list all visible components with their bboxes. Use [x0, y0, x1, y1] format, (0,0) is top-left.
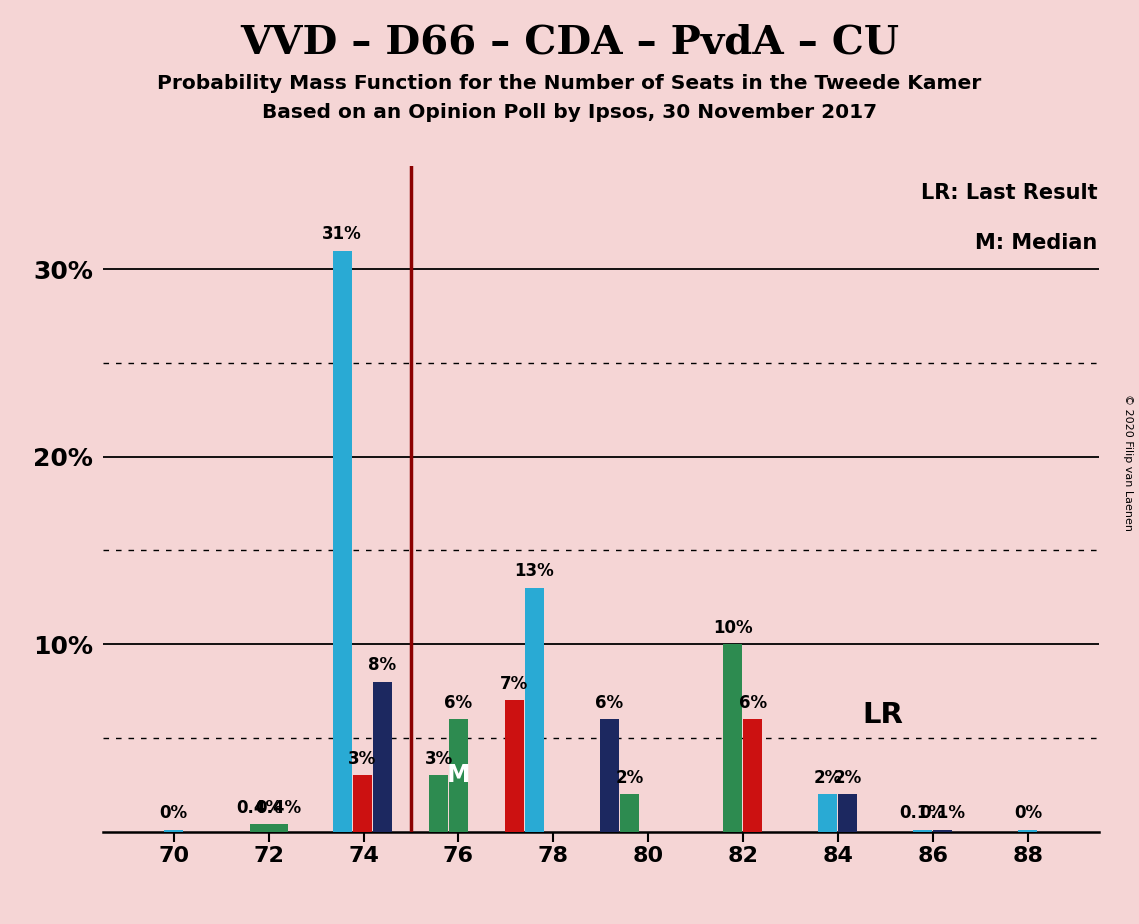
Bar — [269, 824, 287, 832]
Bar — [743, 719, 762, 832]
Text: 3%: 3% — [349, 750, 376, 768]
Text: © 2020 Filip van Laenen: © 2020 Filip van Laenen — [1123, 394, 1132, 530]
Bar — [249, 824, 269, 832]
Text: 7%: 7% — [500, 675, 528, 693]
Bar — [723, 644, 743, 832]
Text: 6%: 6% — [444, 694, 473, 711]
Text: LR: LR — [862, 701, 903, 729]
Text: 8%: 8% — [368, 656, 396, 675]
Text: M: M — [446, 763, 470, 787]
Bar — [164, 830, 183, 832]
Text: 6%: 6% — [738, 694, 767, 711]
Bar — [449, 719, 468, 832]
Text: Based on an Opinion Poll by Ipsos, 30 November 2017: Based on an Opinion Poll by Ipsos, 30 No… — [262, 103, 877, 123]
Bar — [1018, 830, 1038, 832]
Bar — [505, 700, 524, 832]
Text: 0.1%: 0.1% — [900, 804, 945, 822]
Text: 31%: 31% — [322, 225, 362, 243]
Bar — [620, 794, 639, 832]
Text: 2%: 2% — [813, 769, 842, 786]
Text: 10%: 10% — [713, 619, 753, 637]
Bar — [353, 775, 371, 832]
Text: 6%: 6% — [596, 694, 623, 711]
Text: 0.1%: 0.1% — [919, 804, 966, 822]
Bar — [333, 250, 352, 832]
Text: 2%: 2% — [615, 769, 644, 786]
Text: 2%: 2% — [834, 769, 862, 786]
Bar — [838, 794, 857, 832]
Bar — [372, 682, 392, 832]
Text: 0%: 0% — [159, 804, 188, 822]
Text: LR: Last Result: LR: Last Result — [920, 183, 1097, 203]
Bar — [933, 830, 952, 832]
Text: VVD – D66 – CDA – PvdA – CU: VVD – D66 – CDA – PvdA – CU — [240, 23, 899, 61]
Bar — [600, 719, 618, 832]
Text: 0%: 0% — [1014, 804, 1042, 822]
Bar — [525, 588, 543, 832]
Text: 3%: 3% — [425, 750, 452, 768]
Text: 13%: 13% — [515, 563, 555, 580]
Bar — [818, 794, 837, 832]
Text: 0.4%: 0.4% — [255, 798, 301, 817]
Bar — [429, 775, 448, 832]
Bar — [913, 830, 932, 832]
Text: Probability Mass Function for the Number of Seats in the Tweede Kamer: Probability Mass Function for the Number… — [157, 74, 982, 93]
Text: 0.4%: 0.4% — [236, 798, 282, 817]
Text: M: Median: M: Median — [975, 233, 1097, 253]
